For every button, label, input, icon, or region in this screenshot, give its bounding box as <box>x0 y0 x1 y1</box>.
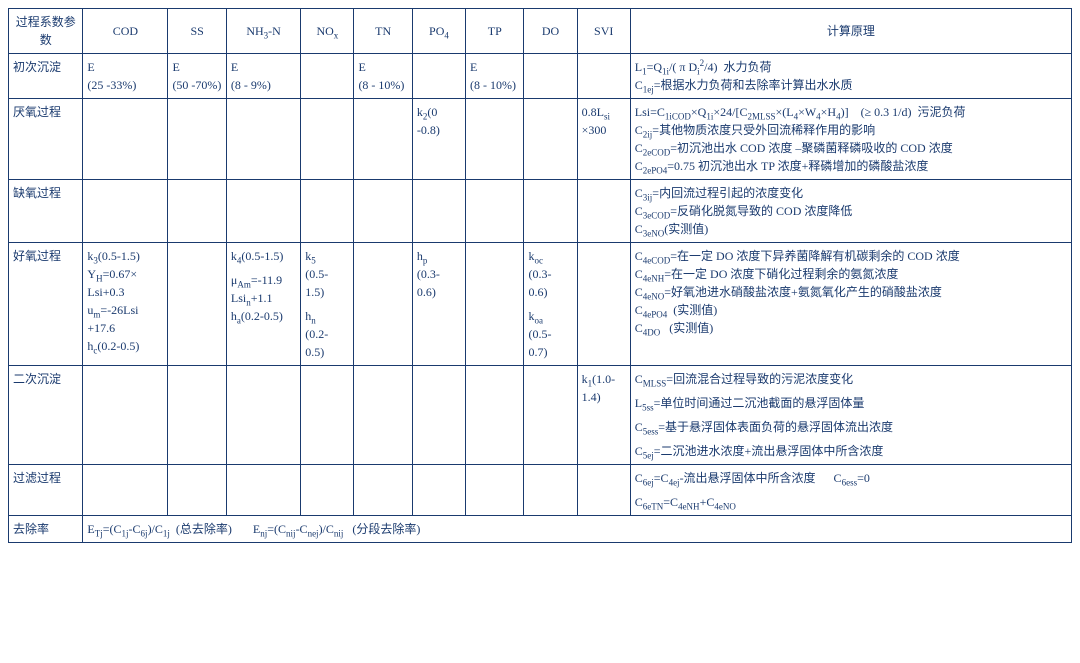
h-nh3n: NH3-N <box>226 9 300 54</box>
po4 <box>412 465 465 516</box>
h-svi: SVI <box>577 9 630 54</box>
ss <box>168 366 226 465</box>
nh3n: k4(0.5-1.5)μAm=-11.9Lsin+1.1ha(0.2-0.5) <box>226 243 300 366</box>
svi: 0.8Lsi×300 <box>577 99 630 180</box>
tn <box>354 243 412 366</box>
label: 厌氧过程 <box>9 99 83 180</box>
principle: C4eCOD=在一定 DO 浓度下异养菌降解有机碳剩余的 COD 浓度C4eNH… <box>630 243 1071 366</box>
nox <box>301 366 354 465</box>
svi <box>577 465 630 516</box>
tn: E(8 - 10%) <box>354 54 412 99</box>
label: 去除率 <box>9 516 83 543</box>
do <box>524 180 577 243</box>
row-primary-sedimentation: 初次沉淀 E(25 -33%) E(50 -70%) E(8 - 9%) E(8… <box>9 54 1072 99</box>
po4: hp(0.3-0.6) <box>412 243 465 366</box>
removal-formula: ETj=(C1j-C6j)/C1j (总去除率) Enj=(Cnij-Cnej)… <box>83 516 1072 543</box>
h-tn: TN <box>354 9 412 54</box>
do <box>524 99 577 180</box>
label: 缺氧过程 <box>9 180 83 243</box>
h-tp: TP <box>466 9 524 54</box>
tn <box>354 99 412 180</box>
cod <box>83 366 168 465</box>
do <box>524 366 577 465</box>
do <box>524 465 577 516</box>
tp <box>466 366 524 465</box>
principle: Lsi=C1iCOD×Q1i×24/[C2MLSS×(L4×W4×H4)] (≥… <box>630 99 1071 180</box>
nh3n <box>226 180 300 243</box>
principle: CMLSS=回流混合过程导致的污泥浓度变化L5ss=单位时间通过二沉池截面的悬浮… <box>630 366 1071 465</box>
tn <box>354 465 412 516</box>
po4 <box>412 54 465 99</box>
tn <box>354 366 412 465</box>
do <box>524 54 577 99</box>
cod: k3(0.5-1.5)YH=0.67×Lsi+0.3um=-26Lsi+17.6… <box>83 243 168 366</box>
do: koc(0.3-0.6)koa(0.5-0.7) <box>524 243 577 366</box>
nox <box>301 465 354 516</box>
h-po4: PO4 <box>412 9 465 54</box>
tp <box>466 243 524 366</box>
row-filtration: 过滤过程 C6ej=C4ej-流出悬浮固体中所含浓度 C6ess=0C6eTN=… <box>9 465 1072 516</box>
h-ss: SS <box>168 9 226 54</box>
tp <box>466 465 524 516</box>
svi <box>577 243 630 366</box>
header-row: 过程系数参数 COD SS NH3-N NOx TN PO4 TP DO SVI… <box>9 9 1072 54</box>
nox <box>301 180 354 243</box>
h-param: 过程系数参数 <box>9 9 83 54</box>
nox: k5(0.5-1.5)hn(0.2-0.5) <box>301 243 354 366</box>
tn <box>354 180 412 243</box>
row-removal-rate: 去除率 ETj=(C1j-C6j)/C1j (总去除率) Enj=(Cnij-C… <box>9 516 1072 543</box>
nox <box>301 99 354 180</box>
h-cod: COD <box>83 9 168 54</box>
h-do: DO <box>524 9 577 54</box>
process-parameters-table: 过程系数参数 COD SS NH3-N NOx TN PO4 TP DO SVI… <box>8 8 1072 543</box>
svi: k1(1.0-1.4) <box>577 366 630 465</box>
po4 <box>412 180 465 243</box>
label: 过滤过程 <box>9 465 83 516</box>
principle: C6ej=C4ej-流出悬浮固体中所含浓度 C6ess=0C6eTN=C4eNH… <box>630 465 1071 516</box>
row-anoxic: 缺氧过程 C3ij=内回流过程引起的浓度变化C3eCOD=反硝化脱氮导致的 CO… <box>9 180 1072 243</box>
tp: E(8 - 10%) <box>466 54 524 99</box>
cod: E(25 -33%) <box>83 54 168 99</box>
principle: C3ij=内回流过程引起的浓度变化C3eCOD=反硝化脱氮导致的 COD 浓度降… <box>630 180 1071 243</box>
label: 二次沉淀 <box>9 366 83 465</box>
ss <box>168 243 226 366</box>
nox <box>301 54 354 99</box>
row-secondary-sedimentation: 二次沉淀 k1(1.0-1.4) CMLSS=回流混合过程导致的污泥浓度变化L5… <box>9 366 1072 465</box>
h-principle: 计算原理 <box>630 9 1071 54</box>
nh3n <box>226 99 300 180</box>
tp <box>466 99 524 180</box>
principle: L1=Q1i/( π Di2/4) 水力负荷C1ej=根据水力负荷和去除率计算出… <box>630 54 1071 99</box>
po4 <box>412 366 465 465</box>
cod <box>83 465 168 516</box>
nh3n <box>226 465 300 516</box>
row-aerobic: 好氧过程 k3(0.5-1.5)YH=0.67×Lsi+0.3um=-26Lsi… <box>9 243 1072 366</box>
tp <box>466 180 524 243</box>
po4: k2(0-0.8) <box>412 99 465 180</box>
nh3n: E(8 - 9%) <box>226 54 300 99</box>
h-nox: NOx <box>301 9 354 54</box>
row-anaerobic: 厌氧过程 k2(0-0.8) 0.8Lsi×300 Lsi=C1iCOD×Q1i… <box>9 99 1072 180</box>
ss: E(50 -70%) <box>168 54 226 99</box>
svi <box>577 54 630 99</box>
label: 好氧过程 <box>9 243 83 366</box>
nh3n <box>226 366 300 465</box>
label: 初次沉淀 <box>9 54 83 99</box>
cod <box>83 99 168 180</box>
svi <box>577 180 630 243</box>
ss <box>168 99 226 180</box>
ss <box>168 180 226 243</box>
cod <box>83 180 168 243</box>
ss <box>168 465 226 516</box>
